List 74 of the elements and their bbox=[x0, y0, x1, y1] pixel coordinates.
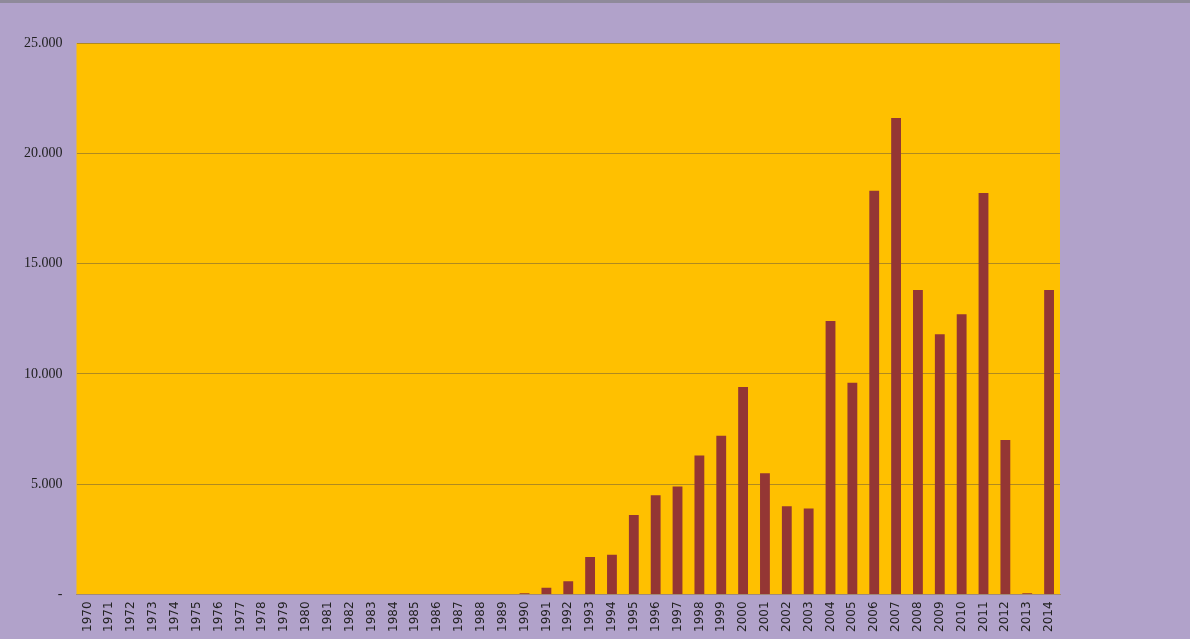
y-tick-label: 5.000 bbox=[31, 475, 63, 491]
x-tick-label: 1991 bbox=[538, 601, 553, 633]
x-tick-label: 2004 bbox=[822, 601, 837, 633]
x-tick-label: 2009 bbox=[931, 601, 946, 633]
bar bbox=[650, 495, 661, 594]
x-tick-label: 2011 bbox=[975, 601, 990, 633]
bar bbox=[672, 486, 683, 594]
x-tick-label: 1971 bbox=[101, 601, 116, 633]
y-tick-label: 10.000 bbox=[24, 365, 63, 381]
x-tick-label: 2000 bbox=[735, 601, 750, 633]
x-tick-label: 1985 bbox=[407, 601, 422, 633]
x-tick-label: 1983 bbox=[363, 601, 378, 633]
x-tick-label: 2002 bbox=[778, 601, 793, 633]
x-tick-label: 1988 bbox=[472, 601, 487, 633]
bar bbox=[978, 193, 989, 594]
bar bbox=[847, 382, 858, 594]
x-tick-label: 1972 bbox=[123, 601, 138, 633]
x-tick-label: 1987 bbox=[451, 601, 466, 633]
x-tick-label: 1970 bbox=[79, 601, 94, 633]
x-tick-label: 1998 bbox=[691, 601, 706, 633]
x-tick-label: 1999 bbox=[713, 601, 728, 633]
x-tick-label: 1996 bbox=[647, 601, 662, 633]
x-tick-label: 1974 bbox=[166, 601, 181, 633]
bar bbox=[891, 118, 901, 594]
bar bbox=[738, 387, 749, 594]
x-tick-label: 1997 bbox=[669, 601, 684, 633]
bar bbox=[563, 581, 574, 594]
x-tick-label: 1982 bbox=[341, 601, 356, 633]
bar bbox=[913, 290, 923, 594]
bar bbox=[607, 554, 617, 594]
bar bbox=[825, 320, 836, 594]
x-tick-label: 2006 bbox=[866, 601, 881, 633]
y-tick-label: 15.000 bbox=[24, 255, 63, 271]
y-tick-label: 25.000 bbox=[24, 34, 63, 50]
bar bbox=[760, 473, 770, 594]
bar bbox=[1000, 440, 1011, 594]
bar bbox=[628, 515, 639, 594]
x-tick-label: 1994 bbox=[604, 601, 619, 633]
x-tick-label: 1975 bbox=[188, 601, 203, 633]
x-tick-label: 2012 bbox=[997, 601, 1012, 633]
bar bbox=[585, 556, 596, 594]
bar bbox=[803, 508, 814, 594]
bar bbox=[694, 455, 705, 594]
x-tick-label: 2001 bbox=[757, 601, 772, 633]
bar bbox=[869, 190, 880, 594]
x-tick-label: 1978 bbox=[254, 601, 269, 633]
x-tick-label: 1990 bbox=[516, 601, 531, 633]
x-tick-label: 2005 bbox=[844, 601, 859, 633]
x-tick-label: 1979 bbox=[276, 601, 291, 633]
x-tick-label: 1976 bbox=[210, 601, 225, 633]
bar bbox=[716, 435, 727, 594]
bar bbox=[956, 314, 967, 594]
x-tick-label: 1995 bbox=[625, 601, 640, 633]
x-tick-label: 2008 bbox=[910, 601, 925, 633]
bar bbox=[1044, 290, 1054, 594]
x-tick-label: 1981 bbox=[319, 601, 334, 633]
x-tick-label: 1986 bbox=[429, 601, 444, 633]
bar bbox=[541, 587, 552, 594]
x-tick-label: 2003 bbox=[800, 601, 815, 633]
x-tick-label: 1977 bbox=[232, 601, 247, 633]
x-tick-label: 1989 bbox=[494, 601, 509, 633]
x-tick-label: 2007 bbox=[888, 601, 903, 633]
x-tick-label: 1973 bbox=[145, 601, 160, 633]
y-tick-label: 20.000 bbox=[24, 144, 63, 160]
y-tick-label: - bbox=[57, 586, 63, 602]
x-tick-label: 2013 bbox=[1019, 601, 1034, 633]
x-tick-label: 1993 bbox=[582, 601, 597, 633]
bar bbox=[934, 334, 945, 594]
x-tick-label: 2014 bbox=[1041, 601, 1056, 633]
x-tick-label: 1980 bbox=[298, 601, 313, 633]
x-tick-label: 1984 bbox=[385, 601, 400, 633]
x-tick-label: 1992 bbox=[560, 601, 575, 633]
bar bbox=[781, 506, 792, 594]
x-tick-label: 2010 bbox=[953, 601, 968, 633]
